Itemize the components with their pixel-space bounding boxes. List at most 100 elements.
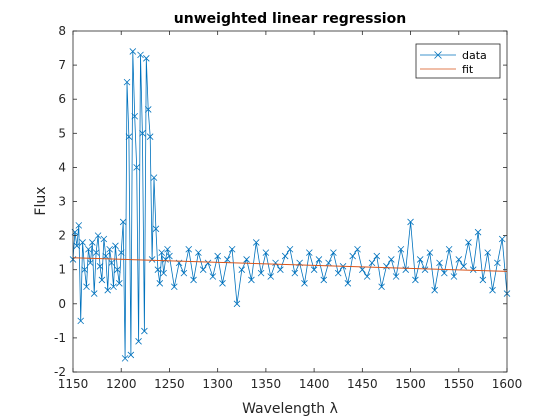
data-point-marker: [392, 273, 400, 280]
x-tick-label: 1450: [347, 377, 378, 391]
data-point-marker: [87, 259, 94, 267]
data-point-marker: [94, 232, 102, 239]
y-tick-label: 5: [58, 126, 66, 140]
data-point-marker: [484, 249, 491, 256]
data-point-marker: [272, 259, 279, 267]
x-tick-label: 1250: [154, 377, 185, 391]
data-point-marker: [281, 252, 289, 260]
data-point-marker: [146, 133, 154, 140]
data-point-marker: [156, 280, 164, 287]
data-point-marker: [426, 249, 434, 256]
data-point-marker: [195, 249, 202, 256]
data-point-marker: [160, 269, 167, 277]
data-point-marker: [150, 174, 158, 181]
data-point-marker: [315, 256, 323, 263]
x-tick-label: 1500: [395, 377, 426, 391]
data-point-marker: [204, 259, 212, 267]
data-point-marker: [110, 283, 117, 291]
x-axis-label: Wavelength λ: [242, 401, 338, 417]
data-point-marker: [117, 249, 125, 256]
data-point-marker: [158, 249, 166, 256]
data-point-marker: [233, 300, 241, 308]
data-point-marker: [170, 283, 178, 291]
data-point-marker: [436, 259, 443, 267]
data-point-marker: [383, 263, 390, 270]
data-point-marker: [412, 276, 419, 284]
data-point-marker: [291, 269, 299, 277]
fit-line: [72, 257, 508, 272]
data-point-marker: [121, 355, 129, 362]
data-point-marker: [349, 252, 356, 260]
data-point-marker: [96, 263, 104, 270]
x-tick-label: 1200: [106, 377, 137, 391]
data-point-marker: [431, 286, 438, 294]
data-point-marker: [460, 263, 467, 270]
data-point-marker: [344, 280, 352, 287]
tick-layer: 1150 1200 1250 1300 1350 1400 1450 1500 1550 1600…: [54, 24, 522, 391]
data-point-marker: [185, 245, 193, 253]
data-point-marker: [79, 239, 86, 246]
data-point-marker: [75, 222, 83, 229]
data-point-marker: [387, 256, 395, 263]
data-point-marker: [139, 130, 146, 137]
data-point-marker: [112, 242, 119, 250]
data-point-marker: [154, 266, 162, 273]
data-point-marker: [474, 228, 482, 236]
legend-data-marker: [434, 51, 442, 59]
data-point-marker: [354, 245, 361, 253]
x-tick-label: 1600: [492, 377, 523, 391]
data-point-marker: [180, 269, 188, 277]
y-tick-label: 1: [58, 263, 66, 277]
data-point-marker: [127, 351, 135, 359]
x-tick-label: 1150: [58, 377, 89, 391]
data-point-marker: [301, 280, 308, 287]
data-point-marker: [100, 235, 108, 243]
data-point-marker: [334, 269, 342, 277]
y-tick-label: 2: [58, 229, 66, 243]
data-point-marker: [224, 256, 231, 263]
data-point-marker: [445, 245, 453, 253]
data-point-marker: [498, 235, 506, 243]
data-point-marker: [219, 280, 226, 287]
y-tick-label: 3: [58, 195, 66, 209]
data-point-marker: [143, 54, 150, 62]
data-point-marker: [257, 269, 265, 277]
data-point-marker: [90, 290, 98, 297]
data-point-marker: [469, 266, 477, 273]
data-point-marker: [73, 242, 81, 250]
data-point-marker: [416, 256, 424, 263]
data-point-marker: [85, 245, 92, 253]
data-point-marker: [277, 266, 284, 273]
data-point-marker: [125, 133, 133, 140]
x-tick-label: 1350: [251, 377, 282, 391]
y-tick-label: 6: [58, 92, 66, 106]
data-point-marker: [104, 286, 112, 294]
data-point-marker: [368, 259, 376, 267]
data-point-marker: [199, 266, 207, 273]
data-point-marker: [238, 266, 246, 273]
x-tick-label: 1550: [444, 377, 475, 391]
data-point-marker: [455, 256, 463, 263]
data-point-marker: [421, 266, 429, 273]
y-tick-label: -1: [54, 331, 66, 345]
data-point-marker: [465, 239, 472, 246]
data-point-marker: [92, 249, 100, 256]
data-point-marker: [133, 164, 140, 171]
data-point-marker: [135, 338, 142, 345]
y-tick-label: -2: [54, 365, 66, 379]
y-tick-label: 8: [58, 24, 66, 38]
data-point-marker: [129, 48, 137, 55]
chart-title: unweighted linear regression: [174, 11, 406, 27]
data-point-marker: [310, 266, 318, 273]
data-point-marker: [441, 269, 448, 277]
data-point-marker: [494, 259, 501, 267]
y-tick-label: 4: [58, 160, 66, 174]
data-point-marker: [164, 245, 171, 253]
data-point-marker: [359, 266, 366, 273]
data-point-marker: [114, 266, 121, 273]
data-point-marker: [286, 245, 294, 253]
data-point-marker: [325, 259, 332, 267]
data-point-marker: [373, 252, 381, 260]
data-point-marker: [209, 273, 217, 280]
